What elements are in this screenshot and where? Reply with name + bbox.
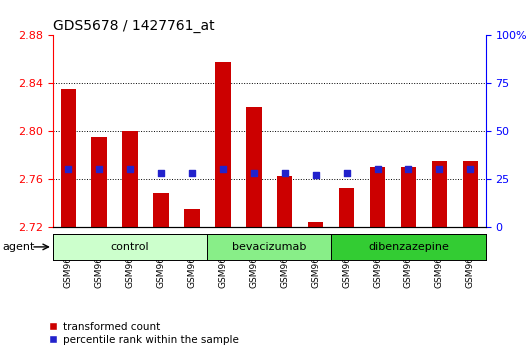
Bar xyxy=(463,161,478,227)
Point xyxy=(435,166,444,172)
Point xyxy=(64,166,72,172)
Point xyxy=(466,166,475,172)
Text: dibenzazepine: dibenzazepine xyxy=(368,242,449,252)
Bar xyxy=(53,234,208,260)
Bar xyxy=(153,193,169,227)
Bar xyxy=(401,167,416,227)
Point xyxy=(342,170,351,176)
Bar xyxy=(208,234,331,260)
Bar xyxy=(122,131,138,227)
Point xyxy=(157,170,165,176)
Point xyxy=(280,170,289,176)
Point xyxy=(250,170,258,176)
Bar xyxy=(61,89,76,227)
Point xyxy=(126,166,134,172)
Legend: transformed count, percentile rank within the sample: transformed count, percentile rank withi… xyxy=(48,322,239,345)
Point xyxy=(188,170,196,176)
Point xyxy=(95,166,103,172)
Bar xyxy=(215,62,231,227)
Text: bevacizumab: bevacizumab xyxy=(232,242,306,252)
Bar xyxy=(370,167,385,227)
Bar xyxy=(339,188,354,227)
Bar xyxy=(432,161,447,227)
Point xyxy=(373,166,382,172)
Text: agent: agent xyxy=(3,242,35,252)
Bar xyxy=(308,222,323,227)
Point xyxy=(404,166,413,172)
Bar xyxy=(246,107,261,227)
Bar xyxy=(184,209,200,227)
Bar xyxy=(331,234,486,260)
Text: GDS5678 / 1427761_at: GDS5678 / 1427761_at xyxy=(53,19,214,33)
Point xyxy=(312,172,320,178)
Text: control: control xyxy=(111,242,149,252)
Point xyxy=(219,166,227,172)
Bar xyxy=(91,137,107,227)
Bar xyxy=(277,176,293,227)
